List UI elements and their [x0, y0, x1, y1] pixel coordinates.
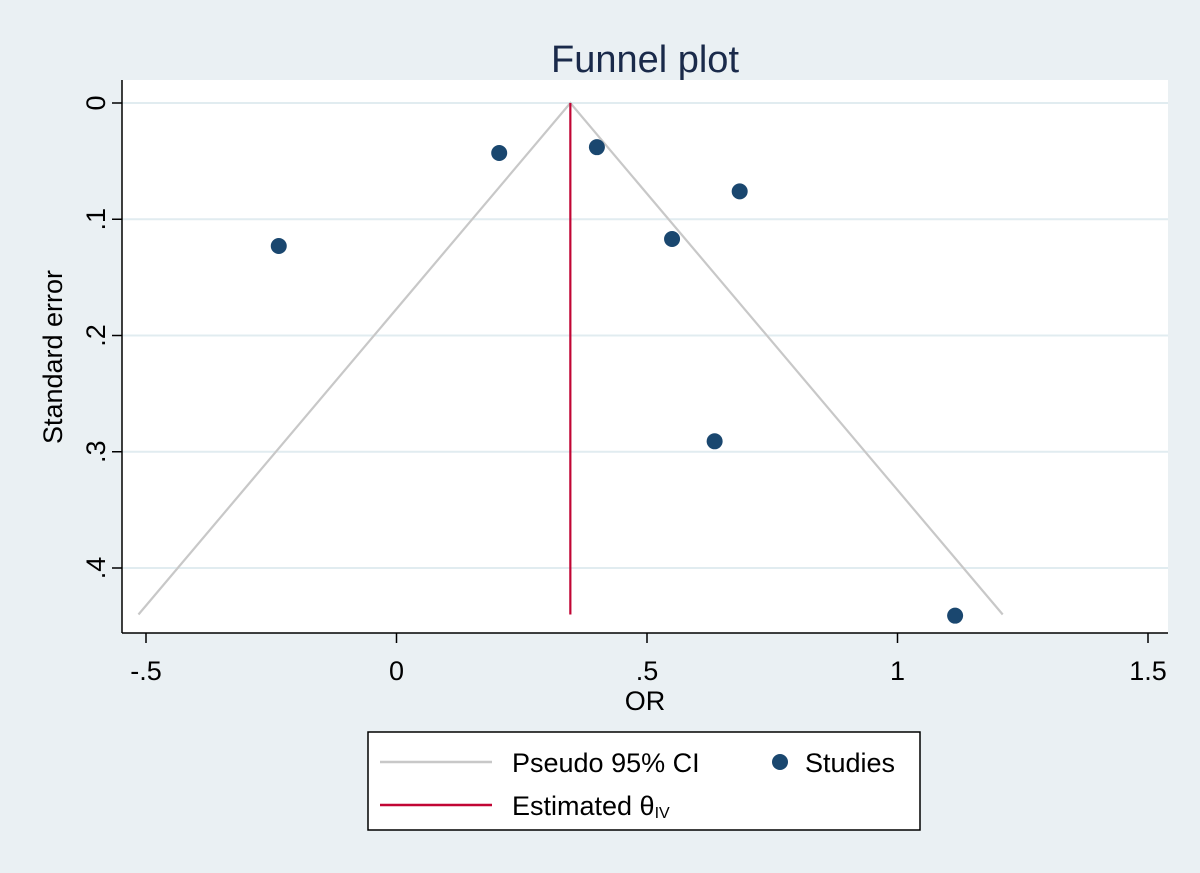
study-point-6 — [947, 607, 964, 624]
legend-box — [367, 731, 921, 831]
legend-ci-label: Pseudo 95% CI — [512, 748, 700, 778]
study-point-0 — [270, 237, 287, 254]
y-axis-ticks: 0 .1 .2 .3 .4 — [81, 95, 122, 579]
legend-studies-label: Studies — [805, 748, 895, 778]
chart-title: Funnel plot — [551, 39, 739, 81]
x-axis-ticks: -.5 0 .5 1 1.5 — [130, 633, 1167, 686]
y-axis-label: Standard error — [38, 270, 68, 444]
study-point-3 — [664, 231, 681, 248]
plot-area — [122, 80, 1168, 633]
y-tick-label-2: .2 — [81, 324, 111, 347]
study-point-1 — [491, 144, 508, 161]
y-tick-label-0: 0 — [81, 95, 111, 110]
grid-lines — [122, 102, 1168, 569]
study-point-5 — [731, 183, 748, 200]
x-tick-label-4: 1.5 — [1129, 656, 1167, 686]
x-tick-label-0: -.5 — [130, 656, 162, 686]
x-tick-label-1: 0 — [389, 656, 404, 686]
x-tick-label-3: 1 — [890, 656, 905, 686]
legend-estimate-subscript: IV — [655, 805, 670, 822]
y-tick-label-1: .1 — [81, 208, 111, 231]
study-point-4 — [706, 433, 723, 450]
study-point-2 — [588, 139, 605, 156]
y-tick-label-3: .3 — [81, 440, 111, 463]
legend-studies-swatch — [772, 754, 788, 770]
legend: Pseudo 95% CI Studies Estimated θIV — [367, 731, 921, 831]
legend-estimate-text: Estimated θ — [512, 791, 655, 821]
x-axis-label: OR — [625, 686, 666, 716]
legend-estimate-label: Estimated θIV — [512, 791, 670, 822]
study-points — [270, 139, 964, 624]
y-tick-label-4: .4 — [81, 557, 111, 580]
x-tick-label-2: .5 — [636, 656, 659, 686]
